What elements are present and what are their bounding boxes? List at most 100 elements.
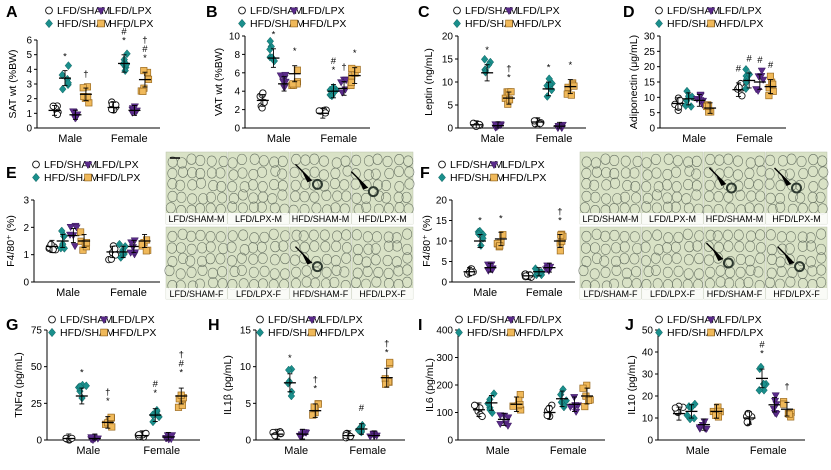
legend-label: LFD/SHAM bbox=[467, 314, 520, 326]
adipocyte-cell bbox=[662, 242, 672, 254]
adipocyte-cell bbox=[329, 276, 340, 289]
series-lfd-lpx-male bbox=[87, 433, 103, 445]
significance-mark: * bbox=[485, 45, 489, 56]
series-lfd-lpx-female bbox=[768, 392, 781, 419]
adipocyte-cell bbox=[236, 153, 247, 165]
adipocyte-cell bbox=[640, 241, 651, 253]
tile-label: LFD/LPX-M bbox=[649, 214, 696, 224]
legend-item-j-hfd-lpx: HFD/LPX bbox=[707, 327, 763, 339]
significance-mark: * bbox=[80, 367, 84, 378]
data-point bbox=[266, 36, 274, 46]
x-tick-label-female: Female bbox=[526, 287, 563, 299]
y-tick-label: 200 bbox=[436, 381, 453, 392]
arrow-shaft bbox=[774, 167, 789, 183]
legend-item-f-lfd-sham: LFD/SHAM bbox=[438, 159, 503, 171]
series-hfd-sham-female: * bbox=[542, 63, 556, 101]
adipocyte-cell bbox=[753, 266, 764, 278]
data-point bbox=[347, 78, 355, 86]
legend-item-f-hfd-lpx: HFD/LPX bbox=[490, 172, 546, 184]
legend-item-g-lfd-lpx: LFD/LPX bbox=[99, 314, 155, 326]
legend-item-b-hfd-lpx: HFD/LPX bbox=[290, 18, 346, 30]
adipocyte-cell bbox=[620, 191, 630, 203]
crown-like-structure bbox=[311, 261, 323, 273]
panel-letter: D bbox=[623, 4, 635, 21]
adipocyte-cell bbox=[195, 168, 206, 180]
adipocyte-cell bbox=[215, 167, 226, 179]
legend-item-e-lfd-lpx: LFD/LPX bbox=[83, 159, 139, 171]
legend-item-c-lfd-sham: LFD/SHAM bbox=[453, 5, 518, 17]
data-point bbox=[59, 84, 67, 94]
legend-item-h-lfd-sham: LFD/SHAM bbox=[256, 314, 321, 326]
series-lfd-lpx-male bbox=[695, 418, 711, 434]
legend-label: LFD/SHAM bbox=[667, 5, 720, 17]
significance-mark: * bbox=[179, 367, 183, 378]
adipocyte-cell bbox=[723, 166, 734, 178]
significance-mark: * bbox=[272, 29, 276, 40]
series-hfd-lpx-male: *† bbox=[501, 64, 515, 108]
legend-marker bbox=[84, 173, 92, 182]
adipocyte-cell bbox=[167, 178, 178, 190]
legend-label: HFD/LPX bbox=[719, 327, 763, 339]
series-lfd-lpx-male bbox=[483, 261, 497, 275]
significance-mark: * bbox=[122, 36, 126, 47]
tile-label-bg bbox=[228, 288, 289, 299]
histo-e-top-0: LFD/SHAM-M bbox=[165, 151, 229, 225]
legend-marker bbox=[100, 328, 108, 337]
adipocyte-cell bbox=[330, 255, 341, 267]
legend-marker bbox=[655, 315, 663, 324]
series-hfd-lpx-female bbox=[138, 233, 152, 255]
adipocyte-cell bbox=[289, 240, 300, 252]
significance-mark: # bbox=[121, 27, 127, 38]
data-point bbox=[386, 358, 394, 366]
x-tick-label-male: Male bbox=[473, 287, 497, 299]
series-hfd-sham-female: # bbox=[354, 403, 368, 437]
histo-f-top-0: LFD/SHAM-M bbox=[579, 151, 643, 225]
arrow-shaft bbox=[708, 167, 724, 183]
data-point bbox=[107, 255, 115, 263]
tile-label: HFD/SHAM-M bbox=[706, 214, 764, 224]
adipocyte-cell bbox=[651, 189, 662, 201]
legend-marker bbox=[707, 19, 715, 28]
data-point bbox=[682, 101, 690, 111]
adipocyte-cell bbox=[670, 201, 681, 213]
significance-mark: # bbox=[179, 358, 185, 369]
series-hfd-lpx-male bbox=[703, 101, 717, 116]
adipocyte-cell bbox=[404, 166, 415, 178]
arrow-shaft bbox=[705, 242, 721, 258]
legend-item-e-lfd-sham: LFD/SHAM bbox=[32, 159, 97, 171]
adipocyte-cell bbox=[256, 201, 267, 213]
tile-label: LFD/LPX-F bbox=[650, 289, 696, 299]
adipocyte-cell bbox=[205, 253, 216, 265]
adipocyte-cell bbox=[291, 266, 302, 278]
adipocyte-cell bbox=[764, 178, 775, 190]
legend-marker bbox=[256, 327, 264, 338]
data-point bbox=[49, 245, 57, 254]
adipocyte-cell bbox=[309, 191, 320, 203]
adipocyte-cell bbox=[591, 228, 602, 240]
adipocyte-cell bbox=[590, 157, 601, 169]
data-point bbox=[696, 91, 705, 99]
adipocyte-cell bbox=[363, 155, 374, 167]
adipocyte-cell bbox=[797, 267, 808, 279]
adipocyte-cell bbox=[754, 155, 765, 167]
legend-item-c-hfd-lpx: HFD/LPX bbox=[505, 18, 561, 30]
y-tick-label: 0 bbox=[23, 278, 29, 289]
adipocyte-cell bbox=[817, 155, 828, 167]
adipocyte-cell bbox=[629, 231, 640, 243]
adipocyte-cell bbox=[684, 165, 695, 177]
legend-marker bbox=[45, 6, 53, 15]
adipocyte-cell bbox=[186, 243, 197, 255]
adipocyte-cell bbox=[318, 155, 329, 167]
adipocyte-cell bbox=[216, 181, 227, 193]
data-point bbox=[121, 66, 129, 76]
data-point bbox=[765, 92, 773, 100]
tile-label-bg bbox=[290, 288, 351, 299]
legend-marker bbox=[99, 316, 109, 325]
adipocyte-cell bbox=[815, 191, 826, 203]
adipocyte-cell bbox=[277, 180, 288, 192]
series-lfd-sham-female bbox=[134, 429, 150, 441]
adipocyte-cell bbox=[765, 229, 776, 241]
data-point bbox=[87, 434, 96, 442]
adipocyte-cell bbox=[341, 252, 352, 264]
x-tick-label-male: Male bbox=[56, 287, 80, 299]
